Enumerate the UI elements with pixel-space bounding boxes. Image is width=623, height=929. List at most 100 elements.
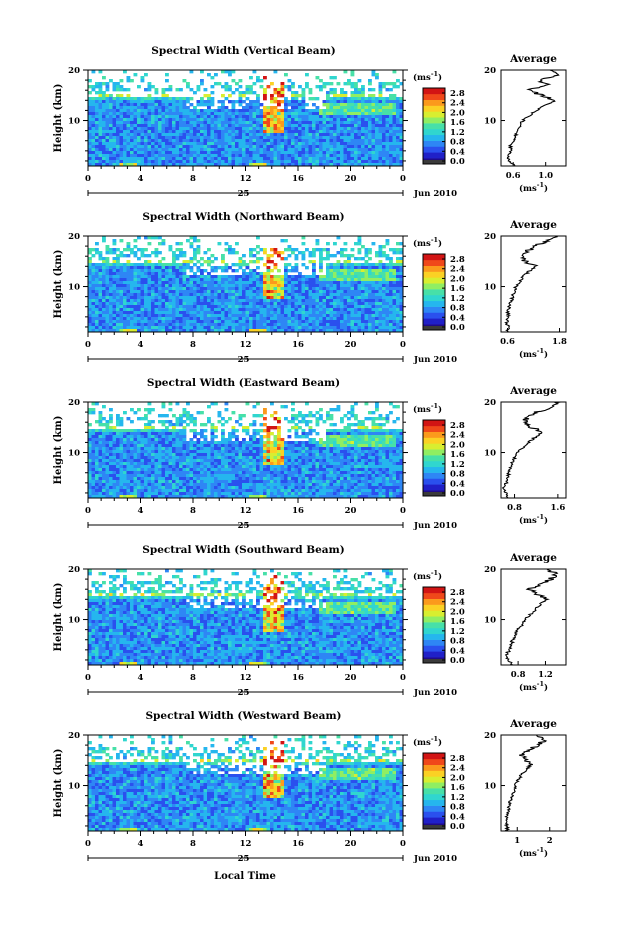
heatmap-cell [193, 136, 197, 140]
heatmap-cell [151, 97, 155, 101]
heatmap-cell [207, 314, 211, 318]
heatmap-cell [375, 326, 379, 330]
heatmap-cell [305, 287, 309, 291]
heatmap-cell [98, 91, 103, 95]
heatmap-cell [140, 278, 145, 282]
heatmap-cell [343, 82, 348, 86]
heatmap-cell [364, 251, 369, 255]
heatmap-cell [203, 320, 208, 324]
heatmap-cell [203, 112, 208, 116]
heatmap-cell [242, 151, 246, 155]
heatmap-cell [277, 145, 281, 149]
heatmap-cell [182, 127, 187, 131]
heatmap-cell [350, 302, 355, 306]
heatmap-cell [273, 311, 278, 315]
heatmap-cell [193, 272, 197, 276]
heatmap-cell [294, 133, 299, 137]
heatmap-cell [259, 275, 264, 279]
heatmap-cell [172, 127, 176, 131]
heatmap-cell [182, 320, 187, 324]
heatmap-cell [245, 88, 250, 92]
heatmap-cell [193, 91, 197, 95]
heatmap-cell [140, 154, 145, 158]
heatmap-cell [312, 293, 316, 297]
heatmap-cell [270, 269, 274, 273]
heatmap-cell [200, 305, 204, 309]
heatmap-cell [361, 124, 365, 128]
heatmap-cell [263, 106, 267, 110]
heatmap-cell [224, 308, 229, 312]
heatmap-cell [161, 97, 166, 101]
heatmap-cell [126, 124, 131, 128]
heatmap-cell [88, 151, 92, 155]
heatmap-cell [294, 139, 299, 143]
heatmap-cell [301, 314, 306, 318]
heatmap-cell [319, 278, 323, 282]
heatmap-cell [137, 160, 141, 164]
heatmap-cell [154, 97, 159, 101]
heatmap-cell [112, 242, 117, 246]
heatmap-cell [231, 287, 236, 291]
heatmap-cell [277, 133, 281, 137]
heatmap-cell [144, 317, 148, 321]
heatmap-cell [256, 154, 260, 158]
heatmap-cell [375, 103, 379, 107]
heatmap-cell [319, 148, 323, 152]
heatmap-cell [389, 305, 393, 309]
heatmap-cell [242, 136, 246, 140]
heatmap-cell [375, 127, 379, 131]
heatmap-cell [375, 323, 379, 327]
heatmap-cell [116, 157, 120, 161]
heatmap-cell [98, 314, 103, 318]
heatmap-cell [207, 263, 211, 267]
heatmap-cell [109, 483, 113, 487]
heatmap-cell [340, 320, 344, 324]
heatmap-cell [343, 290, 348, 294]
heatmap-cell [347, 121, 351, 125]
heatmap-cell [319, 296, 323, 300]
heatmap-cell [347, 278, 351, 282]
heatmap-cell [161, 136, 166, 140]
heatmap-cell [161, 115, 166, 119]
heatmap-cell [382, 320, 386, 324]
heatmap-cell [350, 323, 355, 327]
heatmap-cell [112, 139, 117, 143]
heatmap-cell [112, 133, 117, 137]
heatmap-cell [144, 88, 148, 92]
heatmap-cell [252, 305, 257, 309]
heatmap-cell [368, 121, 372, 125]
heatmap-cell [158, 263, 162, 267]
heatmap-cell [95, 471, 99, 475]
heatmap-cell [364, 97, 369, 101]
heatmap-cell [273, 308, 278, 312]
heatmap-cell [375, 154, 379, 158]
heatmap-cell [151, 118, 155, 122]
heatmap-cell [130, 151, 134, 155]
heatmap-cell [315, 302, 320, 306]
heatmap-cell [147, 133, 152, 137]
heatmap-cell [186, 160, 190, 164]
heatmap-cell [284, 311, 288, 315]
heatmap-cell [301, 311, 306, 315]
heatmap-cell [256, 127, 260, 131]
heatmap-cell [179, 157, 183, 161]
heatmap-cell [350, 305, 355, 309]
heatmap-cell [123, 136, 127, 140]
heatmap-cell [322, 293, 327, 297]
heatmap-cell [294, 118, 299, 122]
heatmap-cell [116, 287, 120, 291]
heatmap-cell [151, 160, 155, 164]
heatmap-cell [242, 118, 246, 122]
heatmap-cell [298, 157, 302, 161]
heatmap-cell [347, 326, 351, 330]
heatmap-cell [252, 329, 257, 333]
heatmap-cell [217, 242, 222, 246]
heatmap-cell [252, 142, 257, 146]
heatmap-cell [284, 299, 288, 303]
heatmap-cell [375, 151, 379, 155]
heatmap-cell [371, 136, 376, 140]
heatmap-cell [364, 302, 369, 306]
heatmap-cell [217, 284, 222, 288]
heatmap-cell [158, 106, 162, 110]
heatmap-cell [123, 293, 127, 297]
